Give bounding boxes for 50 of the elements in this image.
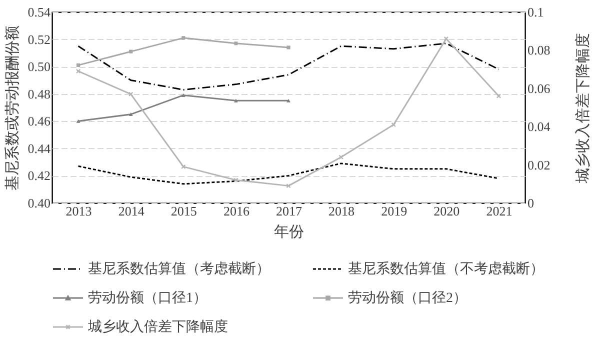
legend-label: 城乡收入倍差下降幅度 bbox=[87, 319, 228, 335]
legend-label: 劳动份额（口径1） bbox=[88, 290, 207, 306]
x-tick-label: 2018 bbox=[328, 204, 355, 218]
y-axis-title: 基尼系数或劳动报酬份额 bbox=[4, 26, 21, 190]
y2-tick-label: 0.06 bbox=[528, 80, 551, 96]
legend-label: 基尼系数估算值（不考虑截断） bbox=[348, 261, 544, 277]
x-axis-title: 年份 bbox=[274, 224, 304, 240]
legend-label: 劳动份额（口径2） bbox=[348, 290, 467, 306]
point bbox=[76, 119, 80, 123]
legend-label: 基尼系数估算值（考虑截断） bbox=[88, 261, 270, 277]
y2-tick-label: 0 bbox=[528, 196, 534, 210]
point bbox=[128, 92, 134, 97]
point bbox=[76, 63, 80, 68]
point bbox=[286, 183, 291, 188]
point bbox=[182, 36, 186, 40]
x-tick-label: 2016 bbox=[223, 204, 250, 218]
point bbox=[181, 93, 186, 97]
point bbox=[234, 98, 238, 102]
y2-tick-label: 0.08 bbox=[528, 42, 550, 58]
x-tick-label: 2014 bbox=[118, 204, 145, 218]
line-series bbox=[78, 42, 500, 91]
x-tick-label: 2013 bbox=[66, 204, 92, 218]
y-tick-label: 0.52 bbox=[28, 32, 50, 47]
point bbox=[129, 50, 133, 54]
y2-tick-label: 0.1 bbox=[528, 4, 544, 20]
line-series bbox=[76, 93, 290, 123]
line-series bbox=[78, 162, 500, 185]
x-tick-label: 2020 bbox=[434, 204, 460, 218]
x-tick-label: 2015 bbox=[170, 204, 197, 218]
y2-tick-label: 0.02 bbox=[528, 157, 550, 172]
x-tick-label: 2019 bbox=[381, 204, 408, 218]
y-tick-label: 0.46 bbox=[28, 114, 51, 129]
y2-tick-label: 0.04 bbox=[528, 119, 551, 134]
y-tick-label: 0.42 bbox=[28, 168, 50, 184]
point bbox=[338, 154, 344, 160]
point bbox=[391, 122, 396, 128]
point bbox=[234, 178, 238, 182]
point bbox=[128, 112, 133, 116]
point bbox=[234, 42, 238, 46]
point bbox=[180, 164, 186, 170]
y-tick-label: 0.50 bbox=[28, 59, 50, 74]
x-tick-label: 2021 bbox=[486, 204, 512, 218]
y-tick-label: 0.54 bbox=[28, 4, 51, 20]
point bbox=[286, 98, 290, 102]
x-tick-label: 2017 bbox=[276, 204, 302, 218]
y2-axis-title: 城乡收入倍差下降幅度 bbox=[574, 33, 592, 184]
y-tick-label: 0.44 bbox=[28, 140, 51, 156]
y-tick-label: 0.40 bbox=[28, 196, 50, 210]
point bbox=[286, 46, 290, 50]
y-tick-label: 0.48 bbox=[28, 86, 50, 102]
